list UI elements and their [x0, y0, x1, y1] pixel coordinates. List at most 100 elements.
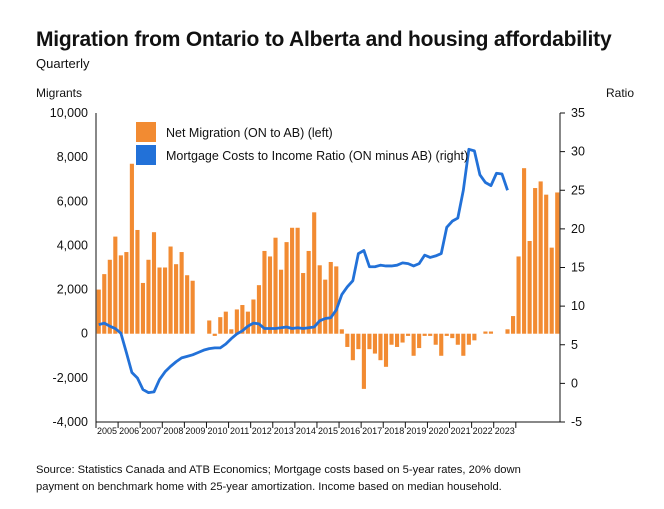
migration-bar: [118, 255, 123, 334]
migration-bar: [461, 333, 466, 356]
left-tick-label: 6,000: [57, 194, 88, 208]
x-tick-label: 2020: [428, 426, 448, 436]
migration-bar: [411, 333, 416, 356]
migration-bar: [190, 280, 195, 334]
migration-bar: [301, 273, 306, 334]
migration-bar: [466, 333, 471, 345]
chart-title: Migration from Ontario to Alberta and ho…: [36, 28, 612, 51]
migration-bar: [262, 250, 267, 334]
migration-bar: [505, 329, 510, 334]
migration-bar: [229, 329, 234, 334]
migration-bar: [406, 333, 411, 336]
migration-bar: [151, 232, 157, 334]
migration-bar: [345, 333, 350, 347]
migration-bar: [339, 329, 344, 334]
migration-bar: [544, 194, 549, 334]
x-tick-label: 2017: [362, 426, 382, 436]
migration-bar: [107, 259, 112, 334]
legend: Net Migration (ON to AB) (left) Mortgage…: [136, 122, 468, 165]
x-tick-label: 2019: [406, 426, 426, 436]
migration-bar: [234, 309, 239, 334]
x-tick-label: 2014: [296, 426, 316, 436]
migration-bar: [510, 316, 516, 334]
legend-line-label: Mortgage Costs to Income Ratio (ON minus…: [166, 149, 468, 163]
migration-bar: [317, 265, 322, 334]
right-tick-label: 35: [571, 106, 585, 120]
migration-bar: [450, 333, 455, 339]
x-tick-label: 2011: [230, 426, 249, 436]
migration-bar: [140, 282, 146, 334]
x-tick-label: 2016: [340, 426, 360, 436]
migration-bar: [312, 212, 317, 334]
x-tick-label: 2018: [384, 426, 404, 436]
legend-line-swatch: [136, 145, 156, 165]
x-tick-label: 2012: [252, 426, 272, 436]
left-axis-ticks: -4,000 -2,000 0 2,000 4,000 6,000 8,000 10,000: [50, 106, 88, 429]
left-tick-label: 10,000: [50, 106, 88, 120]
migration-bar: [207, 320, 212, 334]
migration-bar: [533, 188, 538, 334]
migration-bar: [273, 237, 278, 334]
migration-bar: [284, 242, 289, 334]
migration-bar: [251, 299, 256, 334]
migration-bar: [323, 279, 328, 334]
migration-bar: [295, 227, 300, 334]
left-axis-label: Migrants: [36, 86, 83, 100]
migration-bar: [129, 163, 134, 334]
migration-bar: [278, 269, 284, 334]
migration-bar: [179, 252, 184, 334]
migration-bar: [361, 333, 366, 389]
migration-bar: [394, 333, 400, 347]
migration-bar: [549, 247, 554, 334]
migration-bar: [439, 333, 444, 356]
migration-bar: [356, 333, 361, 350]
migration-bar: [483, 331, 488, 334]
migration-bar: [516, 256, 521, 334]
x-axis-ticks: 2005 2006 2007 2008 2009 2010 2011 2012 2013 2014…: [95, 422, 517, 436]
migration-bar: [372, 333, 378, 354]
migration-bar: [400, 333, 405, 343]
migration-bar: [146, 259, 151, 334]
migration-bar: [157, 267, 162, 334]
right-tick-label: 25: [571, 183, 585, 197]
migration-bar: [383, 333, 389, 367]
migration-bar: [527, 241, 532, 334]
migration-bar: [267, 256, 273, 334]
left-tick-label: -4,000: [53, 415, 88, 429]
migration-bar: [245, 311, 250, 334]
migration-bar: [417, 333, 422, 349]
migration-bar: [555, 192, 560, 334]
source-line-1: Source: Statistics Canada and ATB Econom…: [36, 464, 521, 476]
migration-bar: [538, 181, 543, 334]
ratio-line: [98, 147, 509, 395]
migration-bar: [444, 333, 449, 336]
right-tick-label: 5: [571, 338, 578, 352]
migration-bar: [433, 333, 438, 345]
migration-bar: [212, 333, 217, 336]
x-tick-label: 2007: [141, 426, 161, 436]
legend-bar-swatch: [136, 122, 156, 142]
migration-bar: [328, 261, 333, 334]
right-axis-label: Ratio: [606, 86, 635, 100]
right-tick-label: 20: [571, 222, 585, 236]
right-tick-label: 0: [571, 376, 578, 390]
x-tick-label: 2006: [119, 426, 139, 436]
migration-bar: [113, 236, 118, 334]
migration-bar: [334, 266, 339, 334]
left-tick-label: 2,000: [57, 283, 88, 297]
migration-bar: [185, 275, 190, 334]
migration-bar: [218, 317, 223, 334]
migration-bar: [223, 311, 228, 334]
x-tick-label: 2015: [318, 426, 338, 436]
right-tick-label: 30: [571, 145, 585, 159]
migration-bar: [256, 285, 262, 334]
migration-bar: [350, 333, 355, 361]
x-tick-label: 2013: [274, 426, 294, 436]
migration-bar: [174, 264, 179, 334]
migration-bar: [306, 250, 311, 334]
chart-subtitle: Quarterly: [36, 56, 90, 71]
left-tick-label: -2,000: [53, 371, 88, 385]
x-tick-label: 2010: [208, 426, 228, 436]
migration-bar: [472, 333, 477, 341]
